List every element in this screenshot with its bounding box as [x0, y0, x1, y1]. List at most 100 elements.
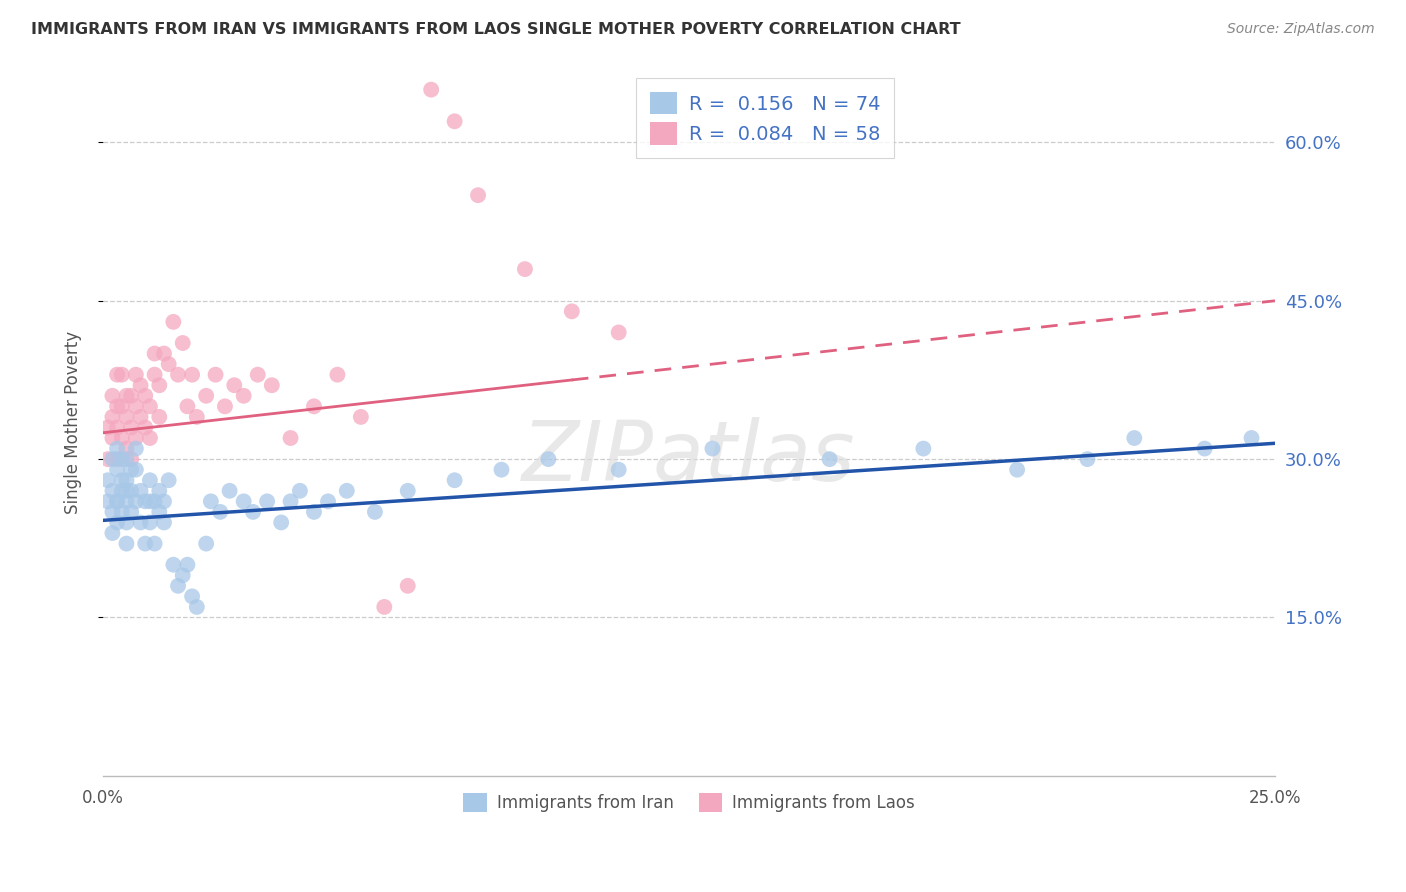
Point	[129, 483, 152, 498]
Point	[316, 494, 339, 508]
Point	[115, 442, 138, 456]
Point	[443, 114, 465, 128]
Point	[350, 409, 373, 424]
Point	[232, 494, 254, 508]
Point	[513, 262, 536, 277]
Point	[186, 599, 208, 614]
Point	[115, 409, 138, 424]
Point	[120, 452, 142, 467]
Point	[143, 368, 166, 382]
Point	[176, 558, 198, 572]
Point	[105, 452, 128, 467]
Point	[167, 579, 190, 593]
Point	[97, 473, 120, 487]
Point	[280, 431, 302, 445]
Point	[105, 516, 128, 530]
Point	[218, 483, 240, 498]
Point	[232, 389, 254, 403]
Point	[105, 494, 128, 508]
Point	[101, 483, 124, 498]
Point	[125, 368, 148, 382]
Point	[143, 494, 166, 508]
Point	[125, 494, 148, 508]
Point	[139, 516, 162, 530]
Point	[1123, 431, 1146, 445]
Point	[157, 357, 180, 371]
Point	[115, 494, 138, 508]
Point	[302, 400, 325, 414]
Point	[172, 336, 194, 351]
Point	[115, 516, 138, 530]
Point	[111, 431, 134, 445]
Point	[111, 505, 134, 519]
Point	[172, 568, 194, 582]
Point	[101, 526, 124, 541]
Point	[204, 368, 226, 382]
Point	[467, 188, 489, 202]
Point	[302, 505, 325, 519]
Text: Source: ZipAtlas.com: Source: ZipAtlas.com	[1227, 22, 1375, 37]
Point	[125, 463, 148, 477]
Point	[139, 431, 162, 445]
Point	[139, 473, 162, 487]
Point	[443, 473, 465, 487]
Point	[101, 431, 124, 445]
Text: IMMIGRANTS FROM IRAN VS IMMIGRANTS FROM LAOS SINGLE MOTHER POVERTY CORRELATION C: IMMIGRANTS FROM IRAN VS IMMIGRANTS FROM …	[31, 22, 960, 37]
Point	[105, 368, 128, 382]
Point	[115, 473, 138, 487]
Point	[242, 505, 264, 519]
Point	[373, 599, 395, 614]
Point	[143, 346, 166, 360]
Point	[195, 536, 218, 550]
Point	[260, 378, 283, 392]
Point	[1076, 452, 1098, 467]
Point	[134, 420, 156, 434]
Point	[129, 409, 152, 424]
Point	[125, 400, 148, 414]
Point	[209, 505, 232, 519]
Point	[115, 452, 138, 467]
Point	[181, 368, 204, 382]
Legend: Immigrants from Iran, Immigrants from Laos: Immigrants from Iran, Immigrants from La…	[456, 785, 922, 821]
Point	[148, 483, 170, 498]
Point	[148, 409, 170, 424]
Point	[125, 442, 148, 456]
Point	[115, 536, 138, 550]
Point	[256, 494, 278, 508]
Point	[607, 326, 630, 340]
Point	[129, 378, 152, 392]
Point	[818, 452, 841, 467]
Point	[607, 463, 630, 477]
Point	[186, 409, 208, 424]
Point	[101, 409, 124, 424]
Point	[153, 346, 176, 360]
Point	[111, 483, 134, 498]
Point	[105, 463, 128, 477]
Point	[120, 483, 142, 498]
Point	[288, 483, 311, 498]
Point	[157, 473, 180, 487]
Point	[148, 378, 170, 392]
Point	[214, 400, 236, 414]
Point	[153, 516, 176, 530]
Point	[167, 368, 190, 382]
Point	[153, 494, 176, 508]
Point	[97, 452, 120, 467]
Point	[396, 483, 419, 498]
Point	[115, 389, 138, 403]
Text: ZIPatlas: ZIPatlas	[522, 417, 856, 498]
Point	[105, 400, 128, 414]
Point	[134, 494, 156, 508]
Point	[120, 505, 142, 519]
Point	[148, 505, 170, 519]
Point	[195, 389, 218, 403]
Point	[134, 389, 156, 403]
Point	[139, 494, 162, 508]
Point	[97, 420, 120, 434]
Point	[420, 82, 443, 96]
Point	[336, 483, 359, 498]
Point	[200, 494, 222, 508]
Point	[101, 389, 124, 403]
Point	[224, 378, 246, 392]
Point	[176, 400, 198, 414]
